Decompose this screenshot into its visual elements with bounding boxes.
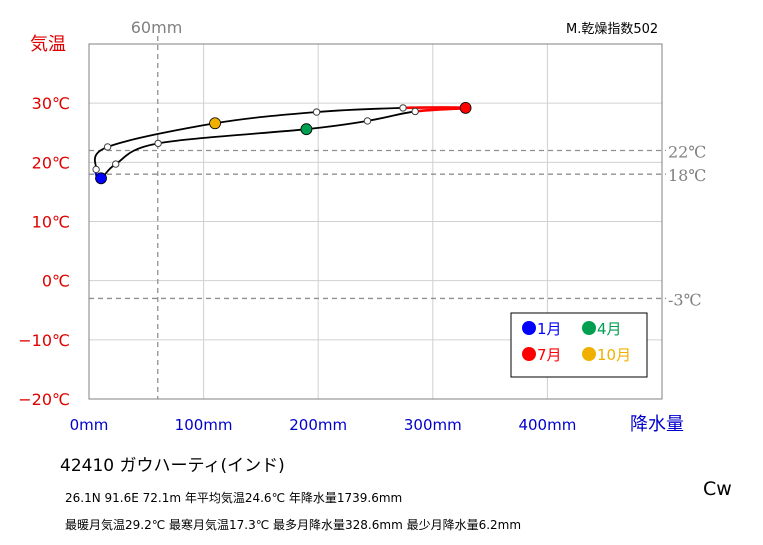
grid: [89, 44, 662, 399]
legend-marker-7: [522, 347, 536, 361]
legend-marker-1: [522, 321, 536, 335]
x-tick-label: 400mm: [518, 416, 576, 434]
y-tick-label: 20℃: [32, 153, 70, 172]
legend-marker-10: [582, 347, 596, 361]
y-tick-label: −20℃: [18, 390, 70, 409]
point-month-4: [300, 123, 313, 136]
climate-class: Cw: [703, 478, 732, 500]
series-segment-2: [115, 142, 159, 165]
chart-title: 42410 ガウハーティ(インド): [60, 456, 285, 476]
x-tick-label: 300mm: [404, 416, 462, 434]
series-segment-4: [306, 120, 368, 131]
point-month-6: [411, 107, 419, 116]
x-tick-label: 100mm: [175, 416, 233, 434]
x-axis-label: 降水量: [630, 414, 684, 435]
point-month-2: [112, 160, 120, 168]
point-month-3: [154, 139, 162, 148]
legend-label-4: 4月: [597, 320, 622, 338]
point-month-11: [103, 143, 112, 151]
point-month-5: [363, 117, 372, 125]
x-tick-label: 200mm: [289, 416, 347, 434]
legend-label-1: 1月: [537, 320, 562, 338]
series-layer: [92, 102, 472, 185]
y-tick-label: −10℃: [18, 331, 70, 350]
y-tick-label: 10℃: [32, 213, 70, 232]
top-right-label: M.乾燥指数502: [566, 22, 658, 37]
legend-marker-4: [582, 321, 596, 335]
reference-lines: 22℃ 18℃ -3℃ 60mm: [89, 18, 706, 399]
info-line-1: 26.1N 91.6E 72.1m 年平均気温24.6℃ 年降水量1739.6m…: [65, 491, 403, 505]
tick-labels: 0mm 100mm 200mm 300mm 400mm −20℃ −10℃ 0℃ 10℃ 20℃ 3…: [18, 94, 576, 434]
point-month-12: [92, 165, 100, 174]
series-segment-10: [107, 122, 216, 148]
reference-vlabel-0: 60mm: [131, 18, 183, 37]
point-month-9: [312, 108, 321, 116]
y-tick-label: 30℃: [32, 94, 70, 113]
legend-label-10: 10月: [597, 346, 631, 364]
info-line-2: 最暖月気温29.2℃ 最寒月気温17.3℃ 最多月降水量328.6mm 最少月降…: [65, 518, 522, 532]
series-segment-5: [367, 110, 416, 122]
y-axis-label: 気温: [30, 34, 66, 55]
legend: 1月 4月 7月 10月: [510, 312, 648, 378]
point-month-8: [399, 104, 407, 112]
x-tick-label: 0mm: [70, 416, 109, 434]
plot-frame: [88, 43, 663, 400]
point-month-7: [459, 102, 472, 114]
reference-label-2: -3℃: [668, 290, 701, 309]
reference-label-0: 22℃: [668, 143, 706, 162]
reference-label-1: 18℃: [668, 166, 706, 185]
point-month-10: [209, 117, 221, 130]
y-tick-label: 0℃: [42, 272, 70, 291]
series-segment-9: [214, 111, 317, 125]
series-segment-3: [157, 128, 307, 145]
legend-label-7: 7月: [537, 346, 562, 364]
series-segment-8: [316, 107, 404, 113]
point-month-1: [95, 172, 107, 185]
